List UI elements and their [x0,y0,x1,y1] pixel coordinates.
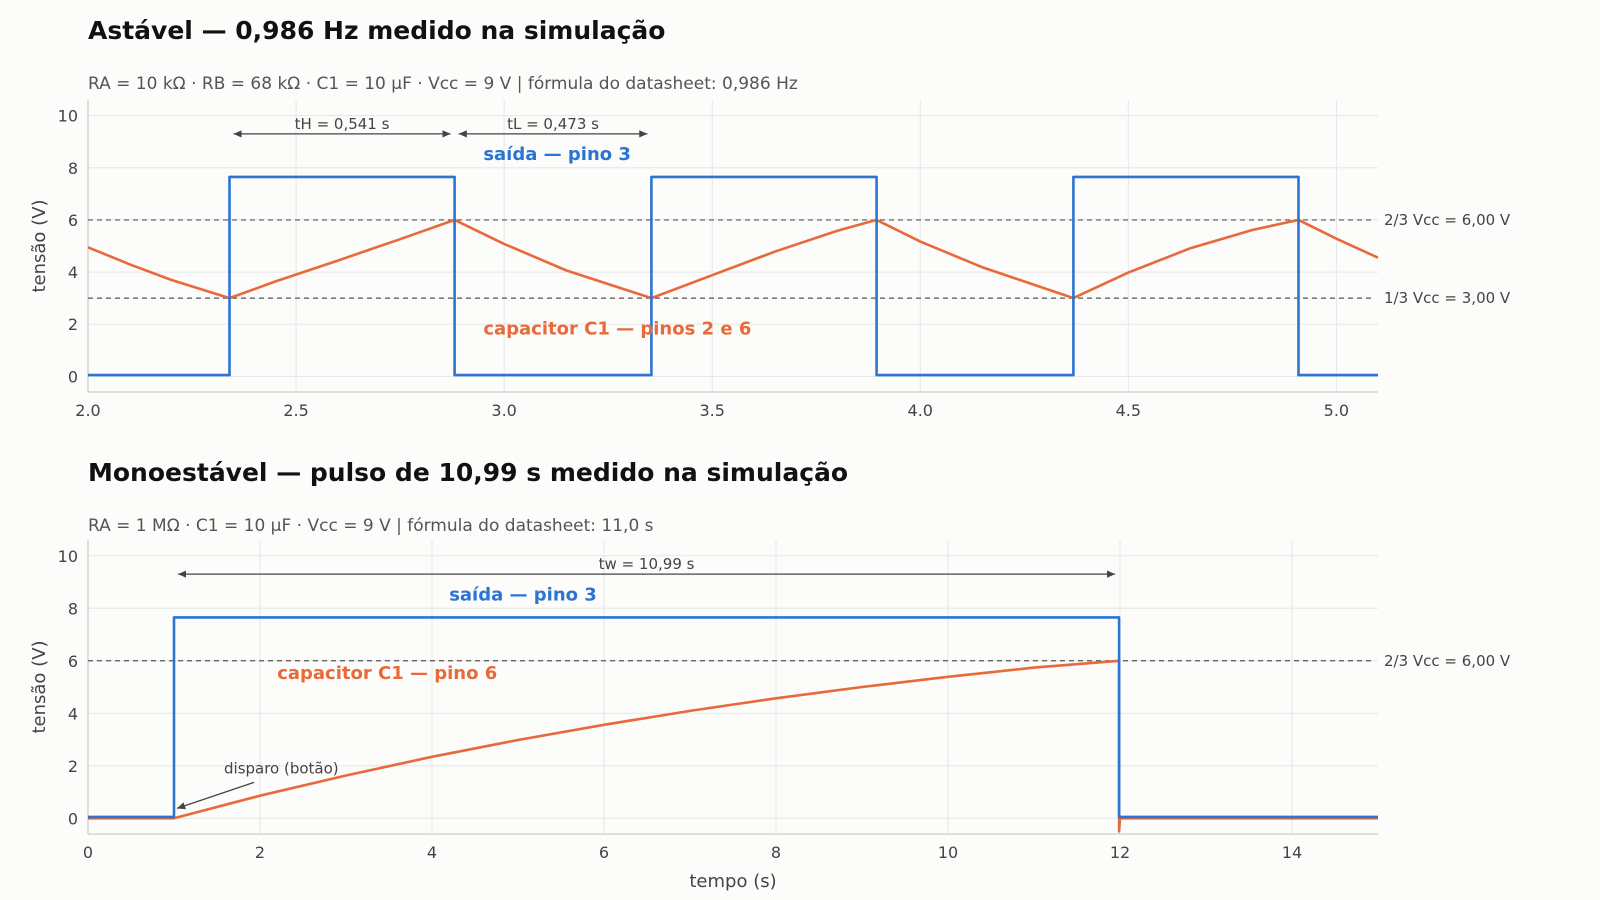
x-tick-label: 8 [771,843,781,862]
y-tick-label: 10 [58,547,78,566]
x-tick-label: 4.5 [1116,401,1141,420]
output-series-label: saída — pino 3 [483,144,631,165]
chart-2-title: Monoestável — pulso de 10,99 s medido na… [88,458,849,487]
x-tick-label: 3.0 [491,401,516,420]
capacitor-series-label: capacitor C1 — pinos 2 e 6 [483,319,751,340]
y-tick-label: 6 [68,652,78,671]
x-tick-label: 3.5 [699,401,724,420]
y-tick-label: 10 [58,107,78,126]
x-tick-label: 2 [255,843,265,862]
y-tick-label: 4 [68,263,78,282]
x-tick-label: 6 [599,843,609,862]
x-tick-label: 10 [938,843,958,862]
output-series-line [88,616,1378,819]
threshold-label: 2/3 Vcc = 6,00 V [1384,652,1511,670]
trigger-arrow [176,781,255,810]
chart-1-title: Astável — 0,986 Hz medido na simulação [88,16,666,45]
x-tick-label: 14 [1282,843,1302,862]
duration-label: tL = 0,473 s [507,115,599,133]
chart-1-subtitle: RA = 10 kΩ · RB = 68 kΩ · C1 = 10 µF · V… [88,74,798,94]
threshold-label: 2/3 Vcc = 6,00 V [1384,211,1511,229]
y-tick-label: 2 [68,315,78,334]
y-axis-label: tensão (V) [29,199,50,292]
capacitor-series-label: capacitor C1 — pino 6 [277,663,497,684]
y-tick-label: 8 [68,159,78,178]
output-series-label: saída — pino 3 [449,584,597,605]
duration-label: tw = 10,99 s [599,555,695,573]
duration-label: tH = 0,541 s [295,115,390,133]
x-tick-label: 5.0 [1324,401,1349,420]
y-tick-label: 2 [68,757,78,776]
y-tick-label: 6 [68,211,78,230]
output-series-line [88,175,1378,377]
x-axis-label: tempo (s) [689,871,776,892]
y-tick-label: 0 [68,367,78,386]
threshold-label: 1/3 Vcc = 3,00 V [1384,289,1511,307]
chart-2-subtitle: RA = 1 MΩ · C1 = 10 µF · Vcc = 9 V | fór… [88,516,654,536]
capacitor-series-line [87,218,1379,300]
x-tick-label: 4 [427,843,437,862]
y-tick-label: 0 [68,809,78,828]
x-tick-label: 4.0 [908,401,933,420]
x-tick-label: 2.5 [283,401,308,420]
capacitor-series-line [88,659,1378,833]
x-tick-label: 12 [1110,843,1130,862]
x-tick-label: 0 [83,843,93,862]
y-tick-label: 4 [68,704,78,723]
y-tick-label: 8 [68,599,78,618]
x-tick-label: 2.0 [75,401,100,420]
y-axis-label: tensão (V) [29,640,50,733]
trigger-label: disparo (botão) [224,759,339,777]
